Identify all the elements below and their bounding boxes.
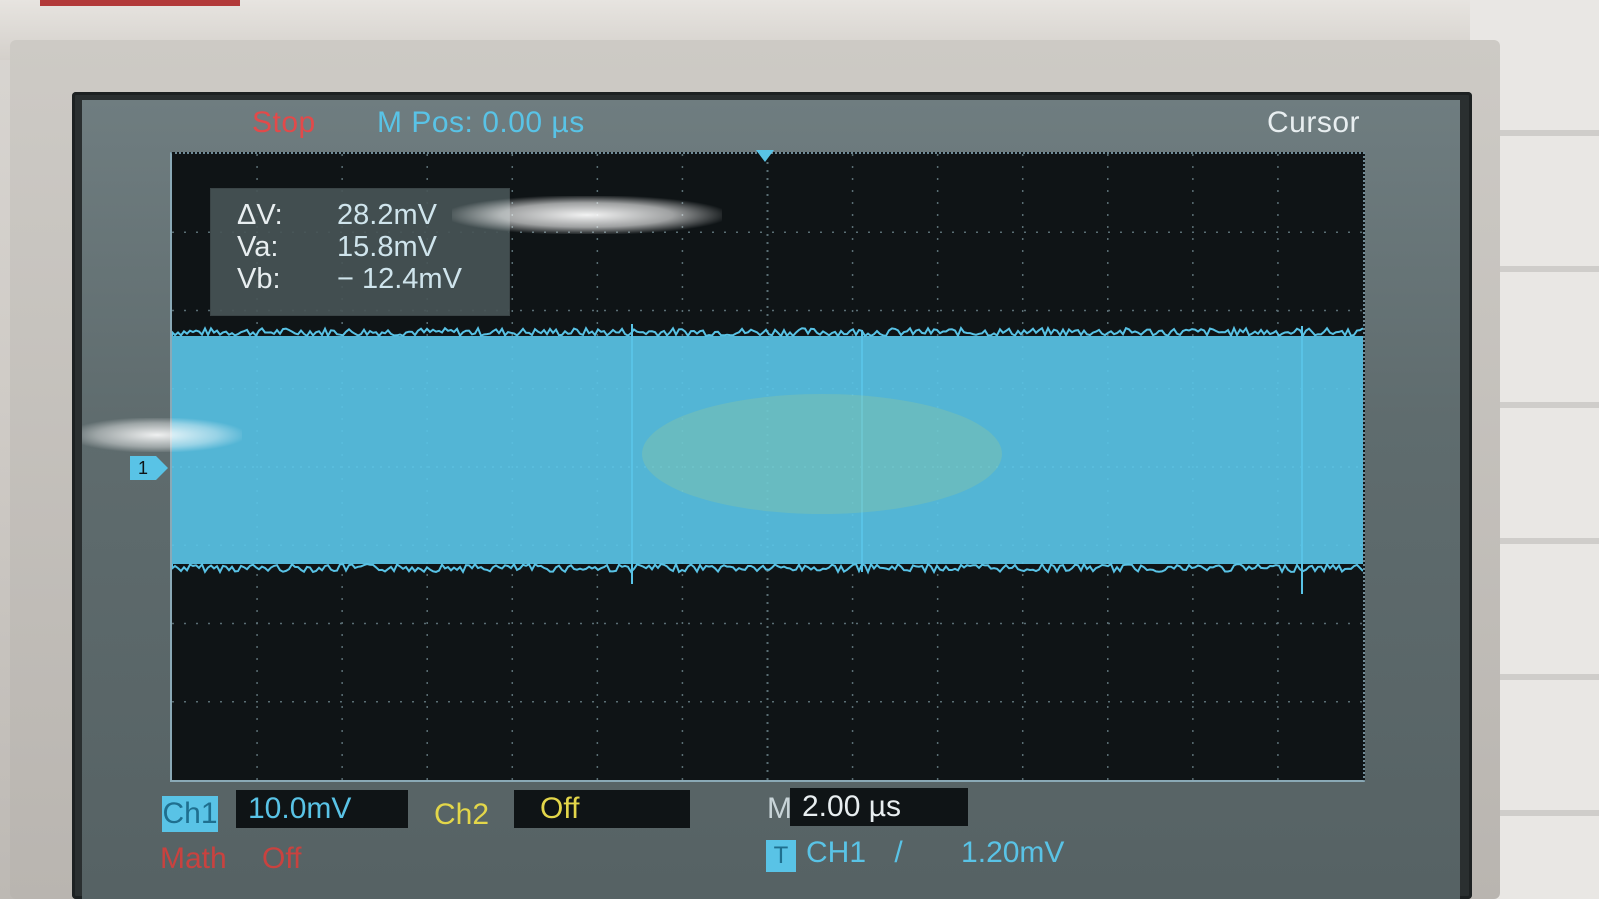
ch1-ground-marker: 1 (130, 456, 168, 480)
run-state-label[interactable]: Stop (252, 106, 316, 139)
trigger-position-marker (756, 150, 774, 162)
cursor-b-value: − 12.4mV (337, 263, 462, 295)
cursor-b-row: Vb: − 12.4mV (237, 263, 462, 296)
menu-title[interactable]: Cursor (1267, 106, 1361, 139)
trigger-info: CH1 / 1.20mV (806, 836, 1064, 870)
cursor-delta-value: 28.2mV (337, 199, 437, 231)
cursor-a-label: Va: (237, 231, 279, 263)
cursor-delta-row: ΔV: 28.2mV (237, 199, 437, 232)
band-reflection (642, 394, 1002, 514)
trigger-source: CH1 (806, 836, 867, 869)
noise-bottom-edge (172, 561, 1363, 575)
ch1-badge[interactable]: Ch1 (162, 796, 218, 832)
noise-band (172, 336, 1363, 564)
cursor-b-label: Vb: (237, 263, 281, 295)
ch2-label[interactable]: Ch2 (434, 798, 490, 831)
trigger-badge: T (766, 840, 796, 872)
cursor-a-value: 15.8mV (337, 231, 437, 263)
horizontal-position-readout: M Pos: 0.00 µs (377, 106, 585, 139)
cursor-measurement-panel: ΔV: 28.2mV Va: 15.8mV Vb: − 12.4mV (210, 188, 510, 316)
trigger-level: 1.20mV (961, 836, 1065, 869)
math-label[interactable]: Math (160, 842, 227, 875)
timebase-value: 2.00 µs (790, 788, 968, 826)
math-state: Off (262, 842, 302, 875)
ch1-ground-marker-label: 1 (137, 458, 148, 478)
cursor-delta-label: ΔV: (237, 199, 283, 231)
noise-top-edge (172, 325, 1363, 339)
ch1-volts-per-div: 10.0mV (236, 790, 408, 828)
waveform-svg (172, 154, 1363, 780)
cursor-a-row: Va: 15.8mV (237, 231, 437, 264)
ch2-volts-per-div: Off (514, 790, 690, 828)
timebase-label: M (767, 792, 792, 825)
rising-edge-icon: / (894, 836, 903, 869)
oscilloscope-screen: Stop M Pos: 0.00 µs Cursor 1 ΔV: 28.2mV … (82, 100, 1460, 899)
case-red-strip (40, 0, 240, 6)
